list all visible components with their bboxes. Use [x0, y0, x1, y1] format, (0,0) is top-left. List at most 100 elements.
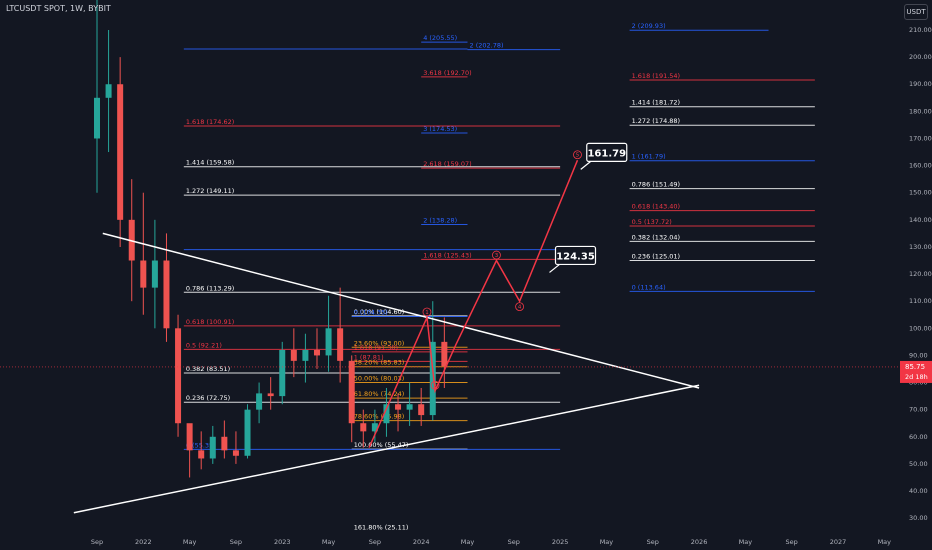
fib-label: 100.00% (55.47) — [354, 441, 409, 449]
time-tick: Sep — [91, 538, 103, 546]
fib-label: 1.618 (125.43) — [423, 251, 472, 259]
price-tick: 120.00 — [909, 270, 932, 278]
price-tick: 150.00 — [909, 189, 932, 197]
wave-label: 1 — [425, 310, 429, 316]
countdown-text: 2d 18h — [905, 373, 928, 381]
price-tick: 160.00 — [909, 162, 932, 170]
callout-box — [554, 245, 597, 266]
price-tick: 50.00 — [909, 460, 928, 468]
candle-body — [163, 260, 170, 329]
price-axis-bg — [900, 0, 932, 538]
candle-body — [313, 350, 320, 356]
time-tick: Sep — [230, 538, 242, 546]
candle-body — [244, 409, 251, 456]
wave-marker — [573, 150, 582, 160]
time-tick: May — [461, 538, 475, 546]
fib-label: 0 (104.35) — [354, 309, 388, 317]
fib-label: 161.80% (25.11) — [354, 523, 409, 531]
price-tick: 200.00 — [909, 53, 932, 61]
fib-label: 0.5 (92.21) — [186, 341, 222, 349]
fib-label: 2 (209.93) — [632, 22, 666, 30]
wave-label: 5 — [576, 153, 580, 159]
wave-path — [368, 159, 579, 448]
candle-body — [418, 404, 425, 416]
triangle-lines — [73, 232, 700, 514]
time-axis-bg — [0, 530, 932, 550]
price-tick: 40.00 — [909, 487, 928, 495]
price-callouts: 161.79 124.35 — [549, 142, 628, 273]
candle-body — [151, 260, 158, 288]
fib-label: 0.5 (137.72) — [632, 218, 672, 226]
candle-body — [395, 404, 402, 410]
fib-label: 1.618 (91.30) — [354, 344, 398, 352]
candle-body — [290, 350, 297, 361]
candle-body — [105, 84, 112, 98]
price-tick: 130.00 — [909, 243, 932, 251]
fib-label: 1 (161.79) — [632, 153, 666, 161]
triangle-upper — [102, 232, 700, 389]
candle-body — [117, 84, 124, 220]
price-tick: 30.00 — [909, 514, 928, 522]
fib-label: 1.618 (191.54) — [632, 72, 681, 80]
currency-button[interactable]: USDT — [904, 4, 928, 20]
time-tick: 2027 — [830, 538, 847, 546]
last-price-tag — [900, 360, 932, 383]
fib-label: 0.236 (125.01) — [632, 252, 681, 260]
price-tick: 140.00 — [909, 216, 932, 224]
candle-body — [348, 360, 355, 424]
fib-label: 3.618 (192.70) — [423, 69, 472, 77]
candle-body — [325, 328, 332, 356]
price-tick: 90.00 — [909, 351, 928, 359]
candle-body — [371, 423, 378, 432]
price-tick: 180.00 — [909, 107, 932, 115]
symbol-header: LTCUSDT SPOT, 1W, BYBIT — [6, 4, 111, 13]
fib-label: 0.382 (83.51) — [186, 365, 230, 373]
wave-label: 3 — [495, 253, 499, 259]
fib-label: 0.00% (104.60) — [354, 308, 405, 316]
candle-body — [209, 436, 216, 459]
time-tick: May — [183, 538, 197, 546]
price-tick: 70.00 — [909, 406, 928, 414]
time-tick: 2023 — [274, 538, 291, 546]
fib-label: 2.618 (159.07) — [423, 160, 472, 168]
price-axis: 210.00200.00190.00180.00170.00160.00150.… — [0, 0, 932, 538]
candle-body — [267, 393, 274, 397]
time-tick: Sep — [508, 538, 520, 546]
wave-marker — [492, 250, 501, 260]
wave-marker — [430, 380, 440, 390]
time-tick: Sep — [369, 538, 381, 546]
fib-label: 1.414 (181.72) — [632, 99, 681, 107]
fib-label: 0.786 (151.49) — [632, 181, 681, 189]
wave-marker — [515, 302, 525, 312]
elliott-wave: 1 2 3 4 5 — [368, 150, 582, 448]
time-tick: 2022 — [135, 538, 152, 546]
fib-label: 78.60% (65.98) — [354, 413, 405, 421]
candle-body — [383, 404, 390, 424]
candle-body — [337, 328, 344, 361]
fib-label: 3 (174.53) — [423, 125, 457, 133]
candles — [94, 0, 448, 478]
candle-body — [140, 260, 147, 288]
candle-body — [441, 341, 448, 367]
candle-body — [221, 436, 228, 451]
price-tick: 110.00 — [909, 297, 932, 305]
callout-pointer — [549, 263, 560, 273]
time-tick: Sep — [786, 538, 798, 546]
time-tick: May — [878, 538, 892, 546]
callout-pointer — [580, 160, 592, 170]
time-axis: Sep 2022 May Sep 2023 May Sep 2024 May Sep 2025 May… — [0, 530, 932, 550]
candle-body — [279, 350, 286, 397]
time-tick: 2026 — [691, 538, 708, 546]
candle-body — [256, 393, 263, 410]
fib-label: 0 (113.64) — [632, 283, 666, 291]
time-tick: May — [739, 538, 753, 546]
wave-marker — [422, 307, 432, 317]
callout-box — [586, 142, 628, 162]
callout-text: 161.79 — [587, 148, 626, 159]
fib-label: 1 (87.81) — [354, 353, 384, 361]
fib-label: 0.236 (72.75) — [186, 394, 230, 402]
fib-label: 1.414 (159.58) — [186, 159, 235, 167]
callout-text: 124.35 — [556, 251, 595, 262]
last-price-text: 85.75 — [905, 363, 925, 371]
